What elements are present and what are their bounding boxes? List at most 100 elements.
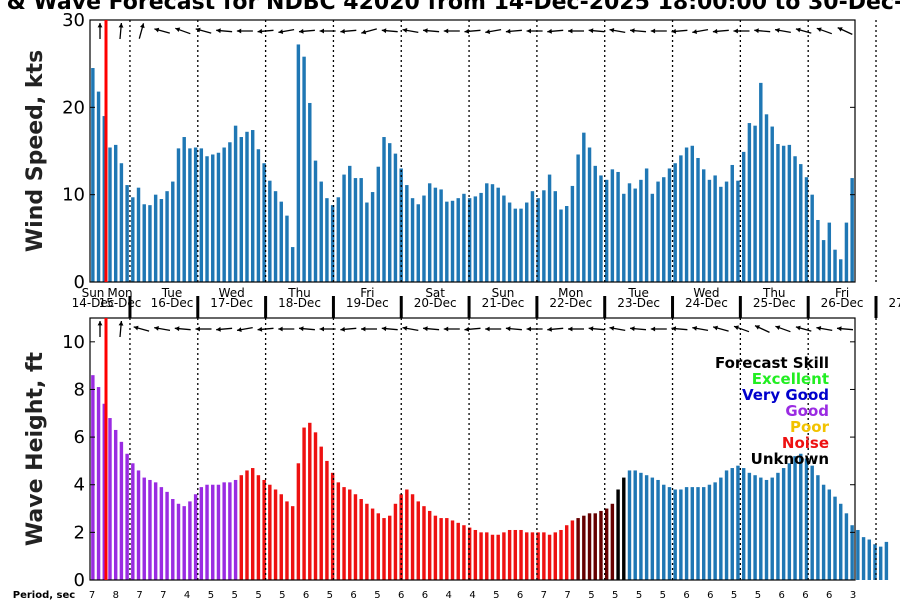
wave-bar xyxy=(359,499,363,580)
wind-bar xyxy=(559,209,563,282)
wave-bar xyxy=(399,494,403,580)
wind-bar xyxy=(690,145,695,282)
wave-bar xyxy=(142,477,146,580)
wind-bar xyxy=(159,199,164,282)
wave-direction-arrow xyxy=(195,326,212,332)
wave-bar xyxy=(679,489,683,580)
day-name: Mon xyxy=(107,286,132,300)
wind-bar xyxy=(587,147,592,282)
wind-bar xyxy=(239,137,243,282)
wave-direction-arrow xyxy=(236,326,253,332)
day-date: 23-Dec xyxy=(617,296,660,310)
wave-bar xyxy=(91,375,95,580)
wind-bar xyxy=(576,154,580,282)
wave-bar xyxy=(256,475,261,580)
wave-direction-arrow xyxy=(361,326,377,332)
wind-direction-arrow xyxy=(630,28,647,34)
wind-bar xyxy=(839,259,843,282)
wave-bar xyxy=(639,472,643,580)
wind-direction-arrow xyxy=(795,27,812,34)
wave-bar xyxy=(393,503,398,580)
wave-direction-arrow xyxy=(423,326,440,332)
wind-direction-arrow xyxy=(547,28,564,34)
wave-bar xyxy=(827,489,832,580)
wave-bar xyxy=(542,532,546,580)
wave-direction-arrow xyxy=(588,326,605,332)
wind-bar xyxy=(319,181,323,282)
day-date: 14-Dec xyxy=(72,296,115,310)
wave-bar xyxy=(239,475,243,580)
period-label: 6 xyxy=(303,590,309,600)
day-date: 16-Dec xyxy=(151,296,194,310)
day-date: 19-Dec xyxy=(346,296,389,310)
wind-bar xyxy=(525,202,529,282)
wind-y-tick-label: 0 xyxy=(74,272,85,293)
wind-plot-frame xyxy=(89,19,856,283)
wave-bar xyxy=(199,487,204,580)
wave-bar xyxy=(496,534,500,580)
wave-y-tick-label: 10 xyxy=(62,332,85,353)
wave-direction-arrow xyxy=(692,326,709,332)
wave-direction-arrow xyxy=(609,326,626,332)
wave-direction-arrow xyxy=(97,321,103,337)
wind-bar xyxy=(719,186,723,282)
period-label: 7 xyxy=(541,590,547,600)
wind-bar xyxy=(456,198,460,282)
wave-bar xyxy=(405,489,409,580)
day-date: 24-Dec xyxy=(685,296,728,310)
wind-bar xyxy=(376,166,381,282)
wave-bar xyxy=(410,494,415,580)
wave-bar xyxy=(753,475,757,580)
period-label: 5 xyxy=(660,590,666,600)
wind-direction-arrow xyxy=(175,27,191,35)
wind-bar xyxy=(296,44,301,283)
wind-bar xyxy=(804,177,809,282)
wind-bar xyxy=(348,165,352,282)
wind-bar xyxy=(410,198,415,282)
wind-bar xyxy=(136,187,141,282)
period-label: 6 xyxy=(683,590,689,600)
wind-direction-arrow xyxy=(568,28,584,34)
wind-bar xyxy=(593,165,597,282)
wave-bar xyxy=(667,487,672,580)
wind-bar xyxy=(599,175,603,282)
wave-y-tick-label: 2 xyxy=(74,522,85,543)
wind-bar xyxy=(485,183,489,282)
wind-y-tick-label: 10 xyxy=(62,185,85,206)
wind-bar xyxy=(696,157,700,282)
wind-direction-arrow xyxy=(423,28,440,34)
wave-bar xyxy=(473,529,478,580)
wind-bar xyxy=(799,164,803,282)
wave-bar xyxy=(439,518,443,580)
wind-bar xyxy=(165,191,169,282)
wind-bar xyxy=(268,180,272,282)
wind-bar xyxy=(365,202,369,282)
wave-bar xyxy=(713,482,717,580)
wave-bar xyxy=(233,479,238,580)
wave-bar xyxy=(844,513,849,580)
wave-bar xyxy=(582,515,586,580)
wave-bar xyxy=(690,487,695,580)
wave-bar xyxy=(810,465,814,580)
wave-bar xyxy=(348,489,352,580)
wave-bar xyxy=(479,532,483,580)
wind-speed-panel: 0 10 20 30 Wind Speed, kts xyxy=(23,10,877,293)
wind-direction-arrow xyxy=(154,27,170,34)
legend-title: Forecast Skill xyxy=(715,354,829,372)
day-date: 17-Dec xyxy=(210,296,253,310)
period-label: 5 xyxy=(493,590,499,600)
wave-bar xyxy=(171,499,175,580)
period-label: 6 xyxy=(350,590,356,600)
wave-bar xyxy=(153,482,158,580)
day-name: Mon xyxy=(558,286,583,300)
wave-bar xyxy=(530,532,535,580)
wave-bar xyxy=(113,429,118,580)
wave-direction-arrow xyxy=(630,326,647,332)
wind-bar xyxy=(388,143,392,282)
wave-bar xyxy=(764,479,769,580)
wave-bar xyxy=(759,477,763,580)
wave-bar xyxy=(559,529,563,580)
wind-bar xyxy=(753,125,757,282)
day-name: Thu xyxy=(287,286,311,300)
